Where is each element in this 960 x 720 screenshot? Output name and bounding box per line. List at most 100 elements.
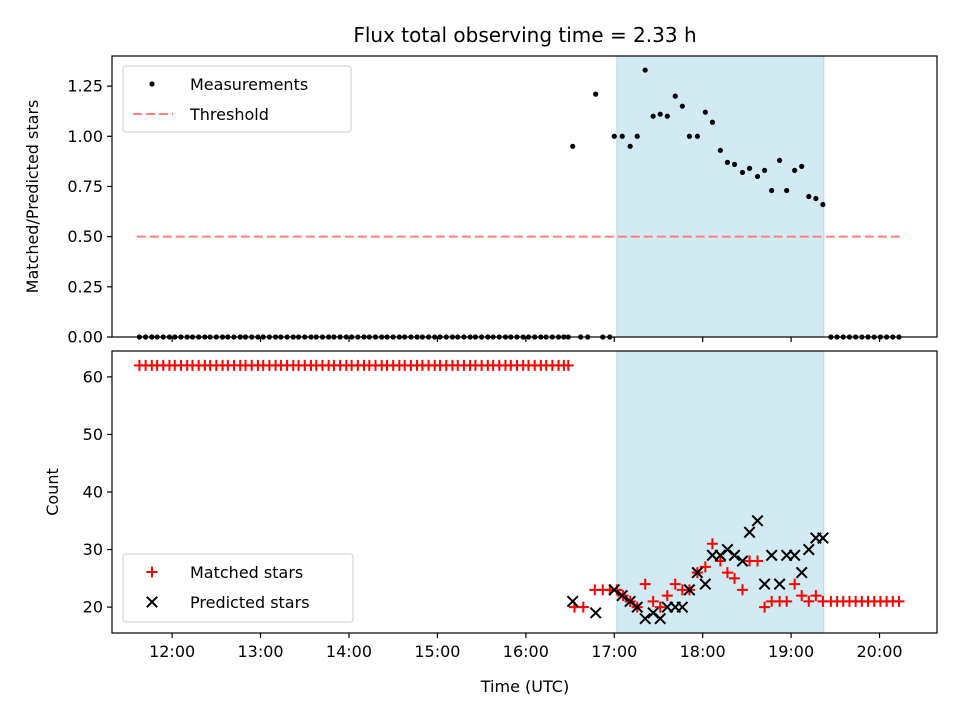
x-tick-label: 15:00 bbox=[414, 642, 460, 661]
data-point bbox=[661, 590, 673, 602]
bottom-panel: 20 30 40 50 60 12:00 13:00 14:00 15:00 16:00 17:00… bbox=[43, 350, 938, 661]
series-matched-stars bbox=[133, 359, 905, 613]
legend-label: Predicted stars bbox=[190, 593, 310, 612]
x-tick-label: 18:00 bbox=[680, 642, 726, 661]
data-point bbox=[616, 589, 629, 602]
data-point bbox=[686, 133, 693, 139]
y-tick-label: 0.50 bbox=[67, 227, 103, 246]
data-point bbox=[702, 109, 708, 115]
data-point bbox=[761, 167, 768, 174]
data-point bbox=[754, 173, 761, 180]
data-point bbox=[736, 584, 748, 596]
data-point bbox=[654, 612, 667, 625]
data-point bbox=[634, 133, 640, 139]
data-point bbox=[736, 555, 749, 567]
data-point bbox=[647, 595, 659, 607]
data-point bbox=[777, 157, 783, 163]
legend-swatch bbox=[146, 566, 158, 578]
axes-frame bbox=[111, 55, 938, 338]
legend-label: Measurements bbox=[190, 75, 308, 94]
shaded-observing-span bbox=[616, 55, 825, 338]
data-point bbox=[657, 111, 663, 117]
data-point bbox=[802, 543, 815, 556]
legend: Measurements Threshold bbox=[122, 65, 352, 133]
x-axis-label: Time (UTC) bbox=[480, 677, 569, 696]
data-point bbox=[773, 578, 786, 590]
data-point bbox=[728, 549, 741, 562]
x-tick-label: 12:00 bbox=[149, 642, 195, 661]
data-point bbox=[810, 590, 822, 602]
data-point bbox=[676, 601, 689, 614]
data-point bbox=[729, 572, 741, 584]
series-predicted-stars bbox=[566, 514, 829, 625]
data-point bbox=[813, 195, 819, 202]
y-axis-label: Matched/Predicted stars bbox=[23, 100, 42, 294]
legend-label: Threshold bbox=[189, 105, 269, 124]
data-point bbox=[803, 595, 815, 607]
y-tick-label: 0.75 bbox=[67, 177, 103, 196]
y-tick-label: 1.00 bbox=[67, 127, 103, 146]
data-point bbox=[743, 526, 756, 539]
data-point bbox=[709, 119, 716, 125]
legend-label: Matched stars bbox=[190, 563, 303, 582]
data-point bbox=[724, 159, 731, 165]
x-tick-label: 16:00 bbox=[503, 642, 549, 661]
y-tick-label: 20 bbox=[83, 598, 103, 617]
data-point bbox=[642, 67, 648, 73]
legend-box bbox=[122, 65, 352, 133]
data-point bbox=[717, 147, 723, 153]
data-point bbox=[799, 163, 805, 169]
data-point bbox=[669, 578, 681, 590]
data-point bbox=[746, 165, 753, 171]
x-tick-label: 19:00 bbox=[768, 642, 814, 661]
data-point bbox=[619, 133, 625, 139]
data-point bbox=[631, 601, 644, 614]
data-point bbox=[731, 161, 738, 167]
data-point bbox=[784, 187, 790, 194]
data-point bbox=[806, 193, 812, 200]
data-point bbox=[758, 578, 771, 590]
data-point bbox=[788, 549, 801, 562]
data-point bbox=[611, 133, 617, 139]
data-point bbox=[691, 566, 704, 579]
y-tick-label: 50 bbox=[83, 425, 103, 444]
data-point bbox=[672, 93, 678, 99]
data-point bbox=[566, 595, 579, 608]
data-point bbox=[792, 167, 798, 174]
shaded-observing-span bbox=[616, 350, 825, 634]
data-point bbox=[570, 143, 576, 149]
data-point bbox=[789, 578, 801, 590]
data-point bbox=[664, 113, 670, 119]
data-point bbox=[706, 538, 718, 550]
chart-title: Flux total observing time = 2.33 h bbox=[353, 23, 696, 47]
data-point bbox=[781, 595, 793, 607]
data-point bbox=[650, 113, 656, 119]
data-point bbox=[699, 561, 711, 573]
data-point bbox=[593, 91, 599, 97]
y-tick-label: 0.25 bbox=[67, 277, 103, 296]
legend-swatch bbox=[149, 81, 155, 87]
data-point bbox=[589, 606, 602, 619]
data-point bbox=[639, 578, 651, 590]
data-point bbox=[627, 143, 633, 149]
y-tick-label: 60 bbox=[83, 367, 103, 386]
x-tick-label: 13:00 bbox=[237, 642, 283, 661]
data-point bbox=[751, 555, 763, 567]
data-point bbox=[679, 103, 685, 109]
data-point bbox=[795, 566, 808, 579]
y-tick-label: 0.00 bbox=[67, 328, 103, 347]
data-point bbox=[699, 578, 712, 590]
data-point bbox=[654, 601, 666, 613]
y-axis-label: Count bbox=[43, 468, 62, 516]
data-point bbox=[820, 201, 826, 208]
data-point bbox=[817, 532, 829, 544]
data-point bbox=[608, 583, 621, 596]
top-panel: 0.00 0.25 0.50 0.75 1.00 1.25 Matched/Predicte… bbox=[23, 55, 938, 347]
data-point bbox=[759, 601, 771, 613]
data-point bbox=[639, 612, 652, 625]
legend: Matched stars Predicted stars bbox=[122, 553, 354, 623]
y-tick-label: 1.25 bbox=[67, 77, 103, 96]
data-point bbox=[714, 555, 726, 567]
x-tick-label: 14:00 bbox=[326, 642, 372, 661]
